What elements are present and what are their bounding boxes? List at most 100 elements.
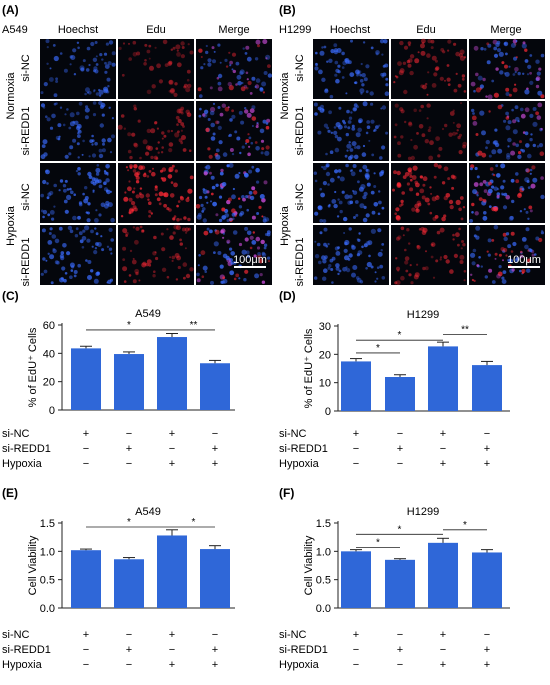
panel-b-micrograph-tile	[391, 162, 467, 223]
panel-a: (A) A549 Hoechst Edu Merge Normoxia Hypo…	[2, 3, 273, 287]
panel-c-y-tick-label: 40	[43, 348, 55, 360]
panel-b-letter: (B)	[279, 3, 296, 17]
panel-d-y-tick-label: 30	[319, 321, 331, 333]
panel-c-condition-symbol: +	[212, 458, 218, 470]
panel-c-condition-name: si-NC	[2, 428, 30, 440]
panel-c-condition-name: Hypoxia	[2, 458, 43, 470]
panel-d-condition-symbol: −	[397, 458, 403, 470]
panel-c-error-bar	[123, 351, 135, 355]
panel-e-title: A549	[135, 506, 161, 518]
panel-b-micrograph-tile	[469, 163, 545, 223]
panel-f-condition-symbol: −	[353, 659, 359, 671]
panel-d-title: H1299	[407, 309, 439, 321]
panel-b-micrograph-tile	[469, 224, 545, 285]
panel-c-y-tick-label: 60	[43, 320, 55, 332]
panel-a-col-merge: Merge	[218, 24, 249, 36]
panel-d-condition-symbol: −	[353, 443, 359, 455]
panel-a-letter: (A)	[2, 3, 19, 17]
panel-b-micrograph-tile	[313, 163, 389, 223]
panel-a-micrograph-tile	[118, 39, 194, 99]
panel-e-bar	[200, 549, 230, 608]
panel-b: (B) H1299 Hoechst Edu Merge Normoxia Hyp…	[279, 3, 545, 286]
panel-e-condition-symbol: −	[212, 629, 218, 641]
panel-e-y-tick-label: 1.5	[40, 518, 55, 530]
panel-f-condition-symbol: −	[484, 629, 490, 641]
panel-a-micrograph-tile	[40, 225, 116, 285]
panel-c-condition-symbol: +	[83, 428, 89, 440]
panel-a-cell-line: A549	[2, 24, 28, 36]
panel-e-condition-symbol: −	[83, 644, 89, 656]
panel-b-col-merge: Merge	[490, 24, 521, 36]
panel-b-micrograph-tile	[313, 225, 389, 285]
panel-d-condition-symbol: +	[484, 443, 490, 455]
panel-f-bar	[472, 552, 502, 608]
panel-f-condition-symbol: +	[484, 644, 490, 656]
panel-d-error-bar	[437, 341, 449, 347]
panel-c-condition-symbol: +	[126, 443, 132, 455]
panel-e-condition-symbol: +	[83, 629, 89, 641]
panel-c-title: A549	[135, 308, 161, 320]
panel-b-micrograph-tile	[313, 39, 390, 99]
panel-e-y-tick-label: 1.0	[40, 546, 55, 558]
panel-d-bar	[472, 365, 502, 411]
panel-c-condition-symbol: +	[212, 443, 218, 455]
panel-d-significance-label: *	[398, 330, 402, 341]
panel-a-row-label: si-REDD1	[20, 107, 32, 156]
panel-a-micrograph-tile	[196, 39, 273, 99]
panel-f-condition-name: si-NC	[279, 629, 307, 641]
panel-c-bar	[157, 337, 187, 410]
panel-d-condition-symbol: +	[440, 428, 446, 440]
panel-f-condition-symbol: +	[484, 659, 490, 671]
panel-d-condition-symbol: −	[397, 428, 403, 440]
panel-d-condition-symbol: −	[353, 458, 359, 470]
panel-f-condition-symbol: +	[353, 629, 359, 641]
panel-d-condition-symbol: +	[484, 458, 490, 470]
panel-e-condition-symbol: −	[83, 659, 89, 671]
panel-d-error-bar	[394, 374, 406, 377]
panel-f-bar	[341, 551, 371, 608]
panel-c-condition-symbol: +	[169, 458, 175, 470]
panel-e-condition-name: si-NC	[2, 629, 30, 641]
panel-d-condition-name: si-NC	[279, 428, 307, 440]
panel-e-error-bar	[209, 545, 221, 550]
panel-a-row-label: si-REDD1	[20, 238, 32, 287]
panel-e-bar	[114, 559, 144, 608]
panel-c-condition-symbol: −	[83, 443, 89, 455]
panel-a-micrograph-tile	[118, 163, 194, 223]
panel-c-condition-symbol: −	[126, 458, 132, 470]
panel-a-scale-label: 100μm	[233, 254, 267, 266]
panel-d-error-bar	[481, 360, 493, 366]
panel-e-condition-symbol: +	[126, 644, 132, 656]
panel-f-significance-label: *	[376, 537, 380, 548]
panel-b-micrograph-tile	[313, 101, 389, 161]
panel-e-condition-symbol: −	[126, 659, 132, 671]
panel-c-condition-symbol: −	[83, 458, 89, 470]
panel-a-group-hypoxia: Hypoxia	[5, 205, 17, 246]
panel-e-error-bar	[166, 529, 178, 536]
panel-a-row-label: si-NC	[20, 183, 32, 211]
panel-c-y-axis-label: % of EdU⁺ Cells	[27, 327, 39, 407]
panel-f-condition-name: si-REDD1	[279, 644, 328, 656]
panel-f-bar	[385, 559, 415, 608]
panel-d-bar	[341, 361, 371, 411]
panel-d-bar	[428, 346, 458, 411]
panel-e-condition-symbol: +	[169, 659, 175, 671]
panel-d-y-tick-label: 20	[319, 349, 331, 361]
panel-f-letter: (F)	[279, 486, 294, 500]
panel-f-error-bar	[394, 558, 406, 560]
panel-c-error-bar	[80, 345, 92, 349]
panel-e-significance-label: *	[192, 517, 196, 528]
panel-c-bar	[200, 363, 230, 410]
panel-f-bar	[428, 542, 458, 608]
panel-f-y-tick-label: 1.5	[316, 518, 331, 530]
panel-d-condition-symbol: −	[484, 428, 490, 440]
panel-e-condition-symbol: +	[212, 644, 218, 656]
panel-f-y-tick-label: 0.0	[316, 603, 331, 615]
panel-d-letter: (D)	[279, 289, 296, 303]
panel-b-image-grid	[313, 38, 545, 285]
